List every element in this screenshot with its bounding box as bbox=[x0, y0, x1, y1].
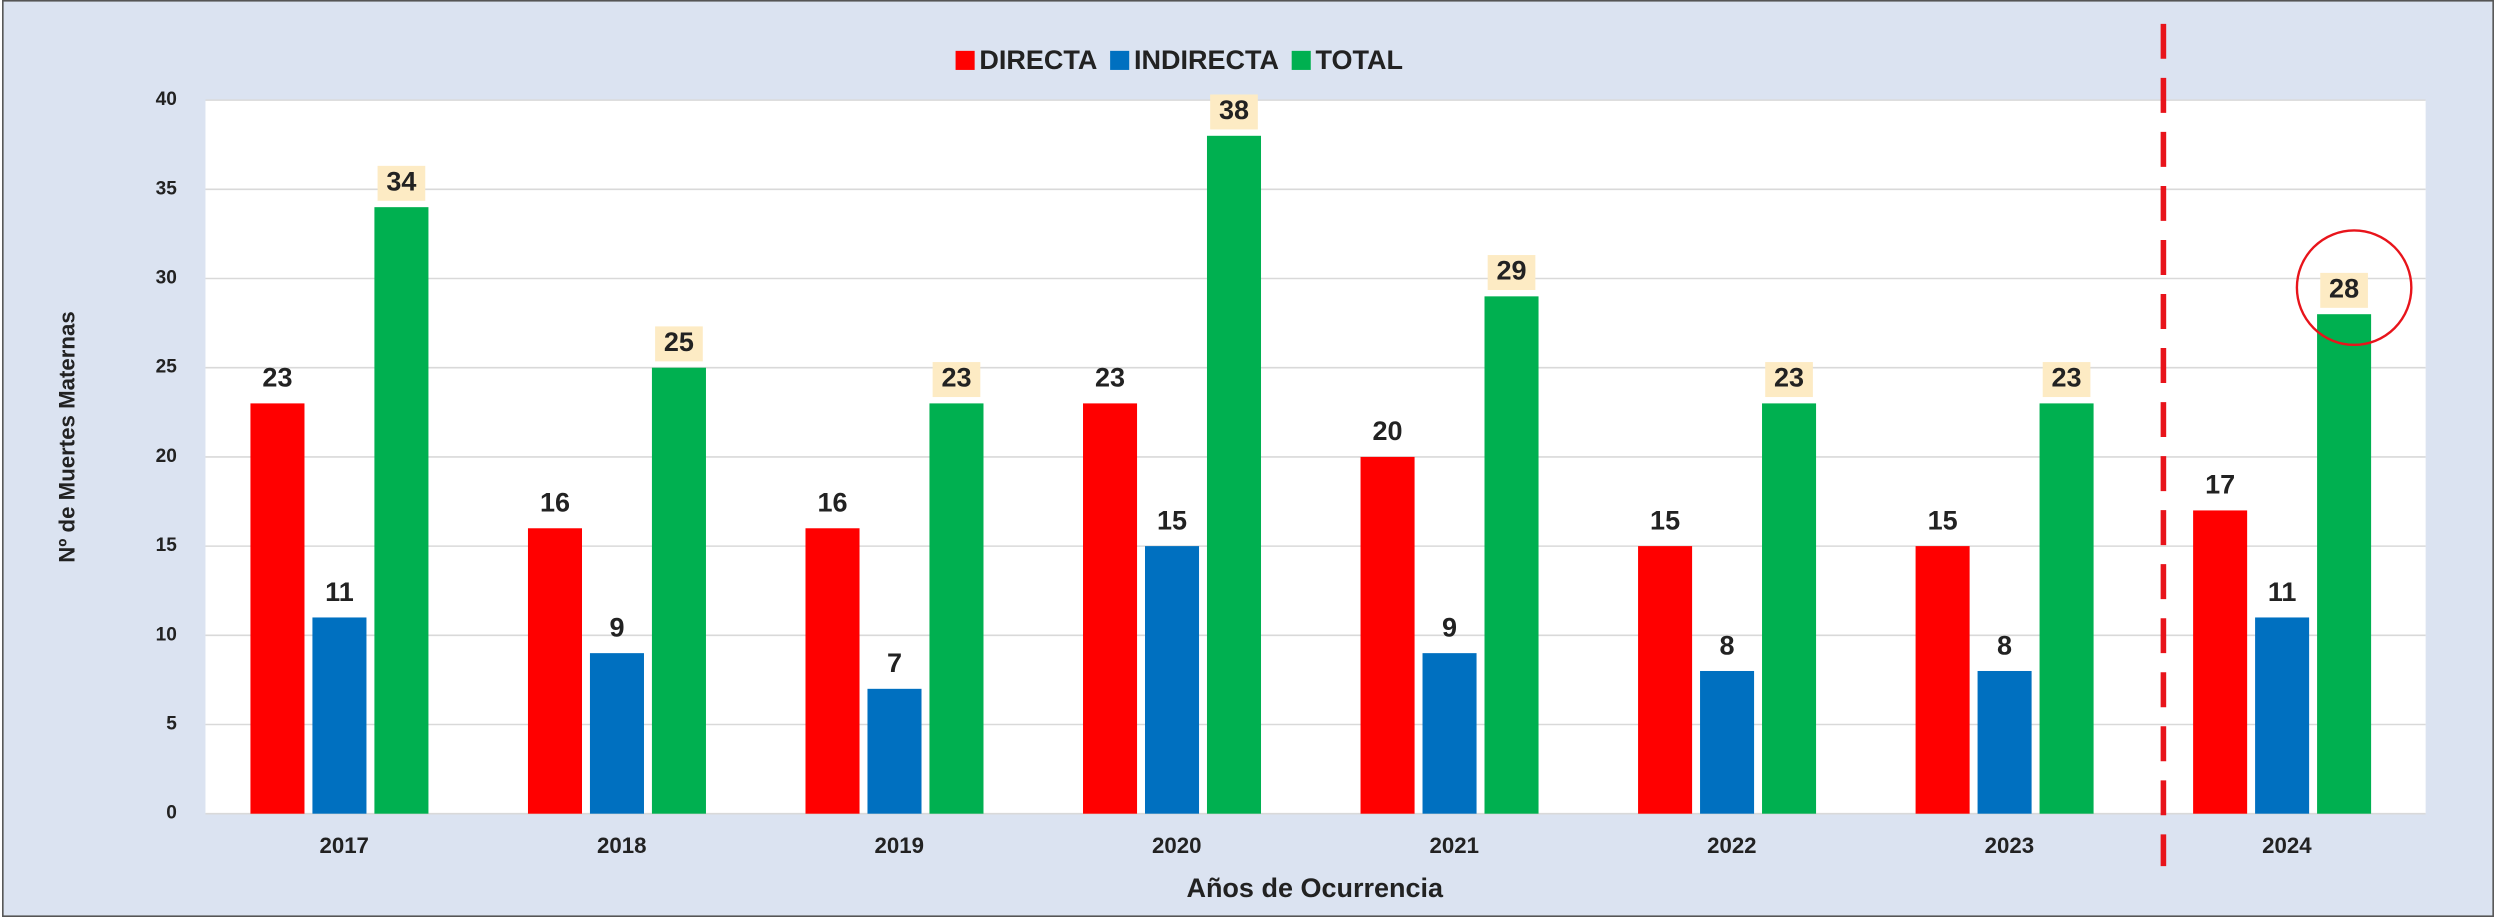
legend-swatch bbox=[1110, 50, 1130, 70]
bar bbox=[1977, 670, 2032, 814]
bar bbox=[374, 207, 429, 814]
y-tick-label: 5 bbox=[166, 714, 177, 735]
highlight-circle bbox=[2295, 229, 2413, 347]
x-tick-label: 2022 bbox=[1707, 833, 1756, 858]
x-tick-label: 2023 bbox=[1985, 833, 2034, 858]
value-label-background bbox=[1765, 362, 1813, 398]
value-label: 23 bbox=[262, 363, 292, 393]
bar bbox=[1484, 296, 1539, 814]
bar bbox=[1638, 546, 1693, 814]
bar bbox=[805, 528, 860, 814]
bar bbox=[2039, 403, 2094, 814]
value-label: 16 bbox=[817, 488, 847, 518]
value-label: 34 bbox=[386, 166, 416, 196]
y-tick-label: 40 bbox=[156, 89, 177, 110]
bar bbox=[1700, 670, 1755, 814]
value-label-background bbox=[1487, 255, 1536, 290]
value-label: 29 bbox=[1496, 256, 1526, 286]
value-label-background bbox=[655, 326, 703, 362]
y-tick-label: 25 bbox=[156, 357, 178, 378]
value-label: 23 bbox=[941, 363, 971, 393]
bar bbox=[589, 653, 644, 814]
y-tick-label: 30 bbox=[156, 268, 177, 289]
value-label: 15 bbox=[1157, 505, 1187, 535]
value-label: 9 bbox=[1442, 612, 1457, 642]
bar bbox=[2255, 617, 2310, 814]
legend-swatch bbox=[955, 50, 975, 70]
bar bbox=[312, 617, 367, 814]
value-label-background bbox=[932, 362, 981, 398]
value-label: 16 bbox=[540, 488, 570, 518]
bar bbox=[1206, 135, 1262, 814]
legend-label: TOTAL bbox=[1316, 45, 1404, 75]
bar bbox=[1762, 403, 1817, 814]
value-label: 23 bbox=[1095, 363, 1125, 393]
bar bbox=[1422, 653, 1477, 814]
value-label: 15 bbox=[1928, 505, 1958, 535]
value-label: 38 bbox=[1219, 95, 1249, 125]
legend-swatch bbox=[1291, 50, 1311, 70]
y-tick-label: 10 bbox=[156, 624, 177, 645]
bar bbox=[250, 403, 305, 814]
value-label: 7 bbox=[887, 648, 902, 678]
x-tick-label: 2024 bbox=[2262, 833, 2312, 858]
y-tick-label: 35 bbox=[156, 178, 178, 199]
x-tick-label: 2017 bbox=[319, 833, 368, 858]
bar bbox=[867, 688, 922, 814]
x-tick-label: 2018 bbox=[597, 833, 646, 858]
value-label: 25 bbox=[664, 327, 694, 357]
value-label: 20 bbox=[1373, 416, 1403, 446]
value-label-background bbox=[377, 165, 426, 201]
bar bbox=[527, 528, 583, 814]
bar bbox=[651, 367, 706, 814]
legend-label: DIRECTA bbox=[979, 45, 1097, 75]
y-tick-label: 15 bbox=[156, 535, 178, 556]
bar bbox=[2317, 314, 2372, 814]
value-label: 17 bbox=[2205, 470, 2235, 500]
value-label: 9 bbox=[609, 612, 624, 642]
legend: DIRECTA INDIRECTA TOTAL bbox=[955, 45, 1404, 75]
y-tick-label: 0 bbox=[166, 803, 177, 824]
value-label: 28 bbox=[2329, 273, 2359, 303]
value-label-background bbox=[2042, 362, 2091, 398]
value-label: 23 bbox=[1774, 363, 1804, 393]
bar bbox=[929, 403, 984, 814]
bars: 2017231134201816925201916723202023153820… bbox=[250, 94, 2372, 858]
value-label: 8 bbox=[1997, 630, 2012, 660]
bar bbox=[1083, 403, 1138, 814]
value-label: 11 bbox=[2268, 577, 2297, 607]
x-tick-label: 2021 bbox=[1430, 833, 1479, 858]
value-label: 8 bbox=[1720, 630, 1735, 660]
x-axis-title: Años de Ocurrencia bbox=[1186, 873, 1444, 903]
x-tick-label: 2019 bbox=[875, 833, 924, 858]
value-label: 11 bbox=[325, 577, 354, 607]
value-label: 23 bbox=[2052, 363, 2082, 393]
value-label-background bbox=[2320, 272, 2368, 308]
bar bbox=[1144, 546, 1200, 814]
value-label: 15 bbox=[1650, 505, 1680, 535]
legend-label: INDIRECTA bbox=[1134, 45, 1279, 75]
bar bbox=[1915, 546, 1970, 814]
value-label-background bbox=[1210, 94, 1258, 130]
x-tick-label: 2020 bbox=[1152, 833, 1201, 858]
bar bbox=[1360, 456, 1415, 814]
y-axis-title: Nº de Muertes Maternas bbox=[55, 311, 80, 563]
y-tick-label: 20 bbox=[156, 446, 177, 467]
bar bbox=[2193, 510, 2248, 814]
